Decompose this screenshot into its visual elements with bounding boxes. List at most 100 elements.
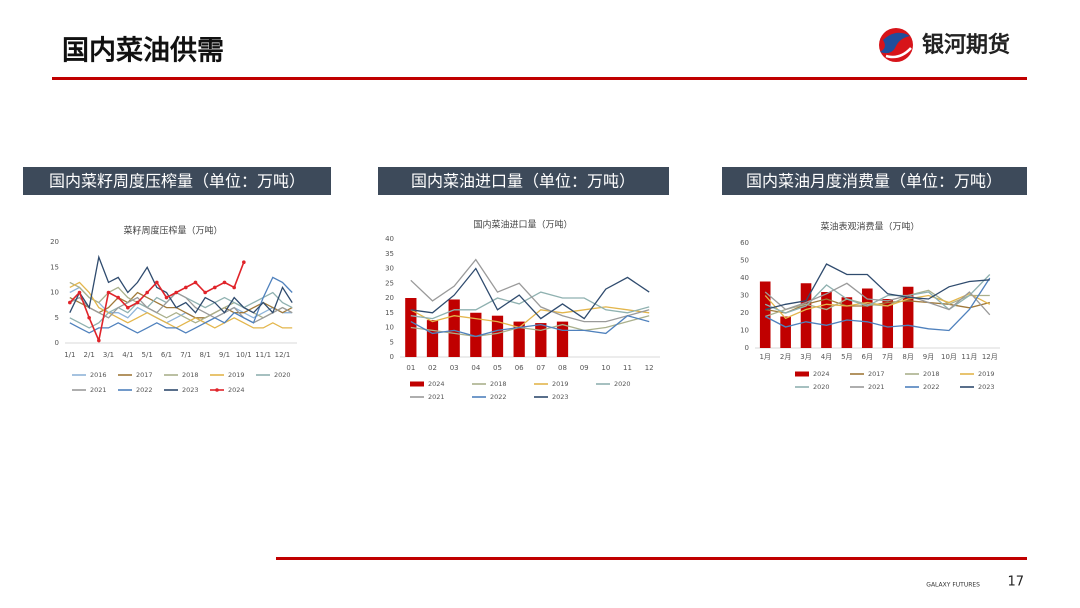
x-tick-label: 3/1 <box>103 351 114 359</box>
point <box>222 280 227 285</box>
x-tick-label: 07 <box>536 364 545 372</box>
series-line <box>765 263 990 311</box>
point <box>77 290 82 295</box>
series-line <box>410 315 650 338</box>
legend-swatch <box>795 371 809 377</box>
legend-label: 2022 <box>136 386 153 394</box>
legend-marker <box>215 388 219 392</box>
y-tick-label: 40 <box>385 235 394 243</box>
x-tick-label: 2月 <box>780 353 791 361</box>
x-tick-label: 3月 <box>800 353 811 361</box>
bar <box>513 321 525 357</box>
panel-title: 国内菜油月度消费量（单位：万吨） <box>746 172 1002 191</box>
y-tick-label: 50 <box>740 257 749 265</box>
legend-label: 2024 <box>228 386 245 394</box>
legend-label: 2019 <box>552 380 569 388</box>
x-tick-label: 10月 <box>941 353 957 361</box>
y-tick-label: 5 <box>390 338 394 346</box>
x-tick-label: 11月 <box>961 353 977 361</box>
series-line <box>69 281 293 329</box>
legend-label: 2019 <box>978 370 995 378</box>
y-tick-label: 35 <box>385 250 394 258</box>
y-tick-label: 5 <box>55 314 59 322</box>
bar <box>882 299 894 348</box>
x-tick-label: 1月 <box>759 353 770 361</box>
legend-label: 2020 <box>614 380 631 388</box>
panel-title: 国内菜籽周度压榨量（单位：万吨） <box>49 172 305 191</box>
slide-title: 国内菜油供需 <box>62 36 224 67</box>
point <box>164 295 169 300</box>
panel-header <box>378 167 669 195</box>
y-tick-label: 10 <box>385 324 394 332</box>
legend-swatch <box>410 381 424 387</box>
x-tick-label: 01 <box>406 364 415 372</box>
point <box>106 290 111 295</box>
series-line <box>410 314 650 338</box>
legend-label: 2022 <box>923 383 940 391</box>
x-tick-label: 08 <box>558 364 567 372</box>
bar <box>426 320 439 357</box>
bar <box>556 321 569 357</box>
series-line <box>410 291 650 320</box>
chart-title: 菜油表观消费量（万吨） <box>820 221 919 233</box>
x-tick-label: 9月 <box>923 353 934 361</box>
legend-label: 2023 <box>182 386 199 394</box>
point <box>174 290 178 295</box>
bar <box>821 292 832 348</box>
logo-icon <box>879 28 913 62</box>
x-tick-label: 4/1 <box>122 351 133 359</box>
point <box>203 290 207 295</box>
y-tick-label: 10 <box>50 289 59 297</box>
series-line <box>764 289 990 318</box>
bar <box>902 286 914 348</box>
point <box>87 315 91 320</box>
y-tick-label: 0 <box>745 344 749 352</box>
point <box>135 300 140 305</box>
y-tick-label: 60 <box>740 239 749 247</box>
y-tick-label: 30 <box>740 292 749 300</box>
x-tick-label: 10 <box>601 364 610 372</box>
chart-title: 菜籽周度压榨量（万吨） <box>123 225 222 237</box>
legend-label: 2020 <box>813 383 830 391</box>
y-tick-label: 15 <box>385 309 394 317</box>
series-line <box>764 282 991 316</box>
y-tick-label: 10 <box>740 327 749 335</box>
legend-label: 2021 <box>868 383 885 391</box>
legend-label: 2018 <box>490 380 507 388</box>
x-tick-label: 7/1 <box>180 351 191 359</box>
point <box>68 300 72 305</box>
x-tick-label: 8月 <box>902 353 913 361</box>
series-line <box>764 277 991 332</box>
series-line <box>764 293 991 320</box>
x-tick-label: 12 <box>645 364 654 372</box>
x-tick-label: 2/1 <box>84 351 95 359</box>
point <box>116 295 120 300</box>
legend-label: 2021 <box>428 393 445 401</box>
point <box>193 280 198 285</box>
bar <box>535 323 547 357</box>
x-tick-label: 09 <box>580 364 589 372</box>
x-tick-label: 02 <box>428 364 437 372</box>
legend-label: 2016 <box>90 371 107 379</box>
y-tick-label: 30 <box>385 265 394 273</box>
x-tick-label: 12/1 <box>275 351 291 359</box>
bar <box>780 316 791 348</box>
y-tick-label: 0 <box>55 339 59 347</box>
point <box>97 338 101 343</box>
legend-label: 2023 <box>978 383 995 391</box>
x-tick-label: 12月 <box>982 353 998 361</box>
panel-header <box>23 167 331 195</box>
series-line <box>69 281 293 324</box>
point <box>145 290 149 295</box>
legend-label: 2024 <box>813 370 830 378</box>
x-tick-label: 03 <box>450 364 459 372</box>
series-line <box>69 276 293 334</box>
bar <box>759 281 771 348</box>
x-tick-label: 11 <box>623 364 632 372</box>
series-line <box>69 254 293 314</box>
legend-label: 2021 <box>90 386 107 394</box>
chart-title: 国内菜油进口量（万吨） <box>473 219 572 231</box>
y-tick-label: 0 <box>390 353 394 361</box>
bar <box>491 315 504 357</box>
